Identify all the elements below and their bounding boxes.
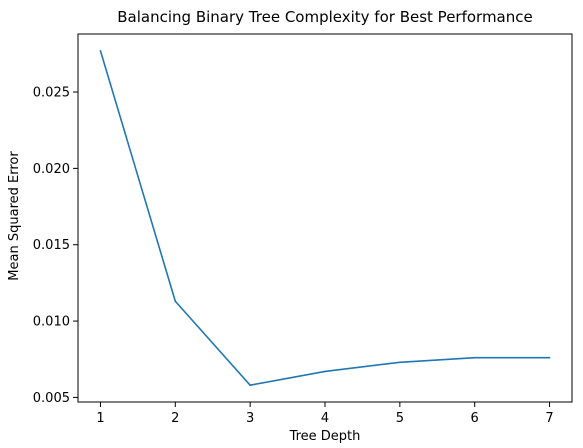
x-tick-label: 1	[96, 411, 104, 426]
x-tick-label: 7	[545, 411, 553, 426]
data-point	[324, 370, 326, 373]
y-axis: 0.005 0.010 0.015 0.020 0.025	[33, 86, 78, 406]
x-tick-label: 4	[321, 411, 329, 426]
plot-area	[99, 50, 551, 387]
y-tick-label: 0.005	[33, 391, 70, 406]
y-axis-title: Mean Squared Error	[7, 151, 22, 281]
y-tick-label: 0.020	[33, 162, 70, 177]
chart-title: Balancing Binary Tree Complexity for Bes…	[117, 8, 532, 26]
x-axis-title: Tree Depth	[289, 429, 361, 444]
x-axis: 1 2 3 4 5 6 7	[96, 402, 554, 426]
data-point	[99, 50, 102, 52]
data-point	[249, 384, 251, 387]
data-point	[399, 361, 401, 364]
data-point	[473, 356, 476, 359]
x-tick-label: 3	[246, 411, 254, 426]
y-tick-label: 0.015	[33, 238, 70, 253]
y-tick-label: 0.010	[33, 315, 70, 330]
data-point	[548, 356, 551, 359]
x-tick-label: 6	[471, 411, 479, 426]
y-tick-label: 0.025	[33, 86, 70, 101]
data-point	[174, 300, 177, 303]
x-tick-label: 5	[396, 411, 404, 426]
x-tick-label: 2	[171, 411, 179, 426]
